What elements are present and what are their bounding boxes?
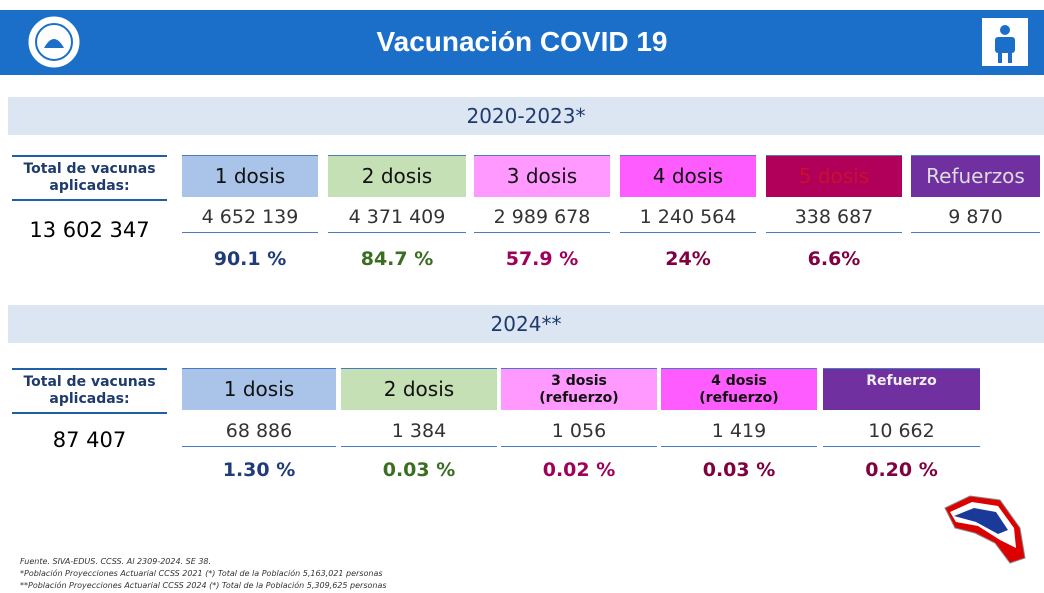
dose-count: 4 652 139 xyxy=(182,203,318,233)
dose-percent: 84.7 % xyxy=(360,248,434,270)
dose-label: 4 dosis xyxy=(652,164,724,188)
dose-percent: 0.20 % xyxy=(865,459,938,481)
dose-count: 1 419 xyxy=(661,417,817,447)
footnote: Fuente. SIVA-EDUS. CCSS. Al 2309-2024. S… xyxy=(20,557,212,566)
dose-label: 3 dosis xyxy=(551,373,607,389)
dose-percent: 0.03 % xyxy=(702,459,776,481)
dose-count: 338 687 xyxy=(766,203,902,233)
dose-percent: 57.9 % xyxy=(505,248,579,270)
dose-header: Refuerzo xyxy=(823,368,980,410)
dose-header: 3 dosis xyxy=(474,155,610,197)
title-bar: Vacunación COVID 19 xyxy=(0,10,1044,75)
dose-label: 2 dosis xyxy=(383,377,455,401)
footnote: **Población Proyecciones Actuarial CCSS … xyxy=(20,581,387,590)
total-label: Total de vacunas aplicadas: xyxy=(12,368,167,414)
dose-header: 4 dosis xyxy=(620,155,756,197)
dose-count: 1 384 xyxy=(341,417,497,447)
dose-header: 1 dosis xyxy=(182,155,318,197)
total-value: 87 407 xyxy=(52,428,127,452)
dose-header: 2 dosis xyxy=(328,155,466,197)
dose-percent: 90.1 % xyxy=(213,248,287,270)
logo xyxy=(25,13,83,71)
total-value: 13 602 347 xyxy=(29,218,150,242)
dose-percent: 6.6% xyxy=(807,248,861,270)
dose-label: 5 dosis xyxy=(798,164,870,188)
footnote: *Población Proyecciones Actuarial CCSS 2… xyxy=(20,569,383,578)
dose-header: 1 dosis xyxy=(182,368,336,410)
dose-count: 4 371 409 xyxy=(328,203,466,233)
dose-label: 4 dosis xyxy=(711,373,767,389)
dose-label: Refuerzo xyxy=(866,373,937,389)
title: Vacunación COVID 19 xyxy=(376,26,668,57)
dose-percent: 0.03 % xyxy=(382,459,456,481)
dose-header: 3 dosis (refuerzo) xyxy=(501,368,657,410)
dose-count: 9 870 xyxy=(911,203,1040,233)
period-band: 2020-2023* xyxy=(8,97,1044,135)
dose-count: 2 989 678 xyxy=(474,203,610,233)
dose-label: 1 dosis xyxy=(223,377,295,401)
dose-label: 1 dosis xyxy=(214,164,286,188)
dose-count: 10 662 xyxy=(823,417,980,447)
map xyxy=(944,495,1026,564)
period-band: 2024** xyxy=(8,305,1044,343)
dose-label: Refuerzos xyxy=(926,164,1025,188)
dose-label: 3 dosis xyxy=(506,164,578,188)
total-label: Total de vacunas aplicadas: xyxy=(12,155,167,201)
dose-sublabel: (refuerzo) xyxy=(699,390,779,406)
dose-header: Refuerzos xyxy=(911,155,1040,197)
dose-count: 1 056 xyxy=(501,417,657,447)
dose-count: 1 240 564 xyxy=(620,203,756,233)
dose-percent: 0.02 % xyxy=(542,459,616,481)
dose-percent: 24% xyxy=(665,248,711,270)
dose-header: 4 dosis (refuerzo) xyxy=(661,368,817,410)
dose-sublabel: (refuerzo) xyxy=(539,390,619,406)
icon xyxy=(980,16,1030,68)
dose-count: 68 886 xyxy=(182,417,336,447)
dose-header: 2 dosis xyxy=(341,368,497,410)
dose-percent: 1.30 % xyxy=(222,459,296,481)
dose-label: 2 dosis xyxy=(361,164,433,188)
dose-header: 5 dosis xyxy=(766,155,902,197)
